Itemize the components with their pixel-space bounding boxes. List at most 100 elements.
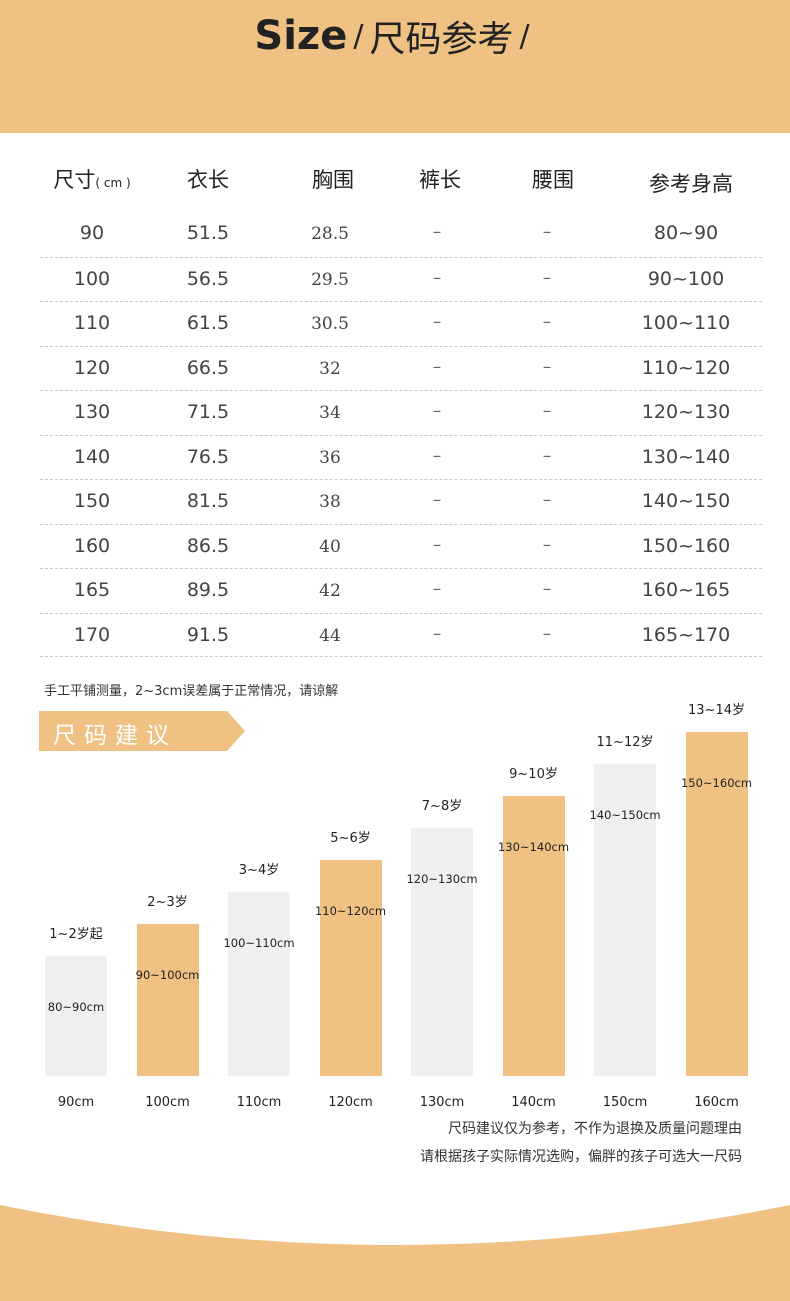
bar-range-label: 130~140cm xyxy=(497,840,570,854)
bar-size-label: 150cm xyxy=(602,1095,648,1110)
table-row: 120 66.5 32 – – 110~120 xyxy=(40,345,762,391)
cell-height: 120~130 xyxy=(641,401,731,423)
bar-age-label: 2~3岁 xyxy=(147,895,188,910)
cell-chest: 32 xyxy=(319,358,341,379)
header-pants: 裤长 xyxy=(419,168,461,192)
title-trailing-slash: / xyxy=(519,18,530,54)
header-waist: 腰围 xyxy=(532,168,574,192)
advice-tag: 尺码建议 xyxy=(39,711,245,751)
cell-size: 110 xyxy=(73,312,111,334)
cell-waist: – xyxy=(542,490,552,510)
table-row: 160 86.5 40 – – 150~160 xyxy=(40,523,762,569)
cell-chest: 30.5 xyxy=(311,314,349,334)
title-chinese: 尺码参考 xyxy=(369,19,514,60)
cell-size: 170 xyxy=(73,623,111,646)
cell-waist: – xyxy=(542,623,552,644)
advice-note-line-1: 尺码建议仅为参考，不作为退换及质量问题理由 xyxy=(448,1121,742,1137)
cell-chest: 42 xyxy=(319,581,341,601)
title-english: Size xyxy=(254,13,348,59)
bar-range-label: 140~150cm xyxy=(589,808,661,822)
cell-pants: – xyxy=(432,445,442,466)
cell-length: 61.5 xyxy=(186,312,230,334)
cell-size: 150 xyxy=(73,490,111,512)
cell-chest: 29.5 xyxy=(311,269,349,290)
advice-tag-label: 尺码建议 xyxy=(53,723,177,749)
table-row: 150 81.5 38 – – 140~150 xyxy=(40,479,762,524)
bar-size-label: 160cm xyxy=(694,1095,739,1110)
title-slash: / xyxy=(353,18,364,54)
cell-pants: – xyxy=(432,623,442,644)
bar-age-label: 11~12岁 xyxy=(596,735,654,750)
cell-height: 90~100 xyxy=(647,267,725,290)
bar-age-label: 7~8岁 xyxy=(421,799,463,814)
cell-height: 140~150 xyxy=(641,490,731,512)
page-title: Size / 尺码参考 / xyxy=(0,10,790,62)
table-header: 尺寸( cm ) 衣长 胸围 裤长 腰围 参考身高 xyxy=(40,150,762,212)
cell-waist: – xyxy=(542,267,552,288)
cell-size: 165 xyxy=(73,579,111,601)
bar-size-label: 140cm xyxy=(511,1095,556,1110)
table-row: 165 89.5 42 – – 160~165 xyxy=(40,568,762,613)
table-row: 170 91.5 44 – – 165~170 xyxy=(40,612,762,657)
cell-length: 89.5 xyxy=(186,579,230,601)
chart-bar xyxy=(319,860,382,1076)
cell-waist: – xyxy=(542,222,552,242)
bar-age-label: 9~10岁 xyxy=(509,767,558,782)
cell-height: 110~120 xyxy=(641,356,731,379)
size-table: 尺寸( cm ) 衣长 胸围 裤长 腰围 参考身高 90 51.5 28.5 – – 80… xyxy=(40,150,762,657)
header-length: 衣长 xyxy=(187,168,229,192)
bar-size-label: 130cm xyxy=(419,1095,465,1110)
cell-height: 150~160 xyxy=(641,534,731,557)
header-banner xyxy=(0,0,790,133)
chart-bar xyxy=(411,828,473,1076)
cell-length: 76.5 xyxy=(186,445,230,468)
cell-chest: 36 xyxy=(319,447,341,468)
cell-length: 81.5 xyxy=(186,490,230,512)
advice-note: 尺码建议仅为参考，不作为退换及质量问题理由 请根据孩子实际情况选购，偏胖的孩子可… xyxy=(420,1115,742,1171)
cell-size: 120 xyxy=(73,356,111,379)
cell-pants: – xyxy=(432,222,442,242)
table-row: 140 76.5 36 – – 130~140 xyxy=(40,434,762,480)
bar-range-label: 100~110cm xyxy=(223,936,295,950)
cell-waist: – xyxy=(542,356,552,377)
bar-size-label: 110cm xyxy=(236,1095,282,1110)
cell-pants: – xyxy=(432,356,442,377)
cell-size: 90 xyxy=(79,222,105,244)
table-body: 90 51.5 28.5 – – 80~90 100 56.5 29.5 – – 90~100 110 6… xyxy=(40,212,762,657)
chart-bar xyxy=(45,956,107,1076)
cell-pants: – xyxy=(432,490,442,510)
chart-bar xyxy=(594,764,656,1076)
bar-age-label: 5~6岁 xyxy=(330,831,371,846)
cell-height: 80~90 xyxy=(653,222,719,244)
table-row: 100 56.5 29.5 – – 90~100 xyxy=(40,256,762,302)
cell-size: 140 xyxy=(73,445,111,468)
cell-waist: – xyxy=(542,401,552,421)
cell-chest: 34 xyxy=(319,403,341,423)
header-height: 参考身高 xyxy=(649,172,733,196)
bar-range-label: 120~130cm xyxy=(406,872,478,886)
cell-height: 165~170 xyxy=(641,623,731,646)
tag-shape xyxy=(39,711,245,751)
cell-chest: 44 xyxy=(319,625,341,646)
cell-length: 51.5 xyxy=(186,222,230,244)
chart-bar xyxy=(228,892,290,1076)
bar-range-label: 110~120cm xyxy=(314,904,387,918)
cell-chest: 28.5 xyxy=(311,224,349,244)
header-chest: 胸围 xyxy=(312,168,354,192)
cell-height: 100~110 xyxy=(641,312,731,334)
cell-pants: – xyxy=(432,312,442,332)
bar-size-label: 100cm xyxy=(145,1095,190,1110)
bar-age-label: 1~2岁起 xyxy=(49,927,103,942)
bar-size-label: 90cm xyxy=(57,1095,95,1110)
chart-bar xyxy=(136,924,199,1076)
cell-size: 130 xyxy=(73,401,111,423)
measure-note: 手工平铺测量，2~3cm误差属于正常情况，请谅解 xyxy=(44,684,339,699)
cell-size: 160 xyxy=(73,534,111,557)
cell-waist: – xyxy=(542,445,552,466)
bar-age-label: 3~4岁 xyxy=(238,863,280,878)
cell-length: 71.5 xyxy=(186,401,230,423)
bar-range-label: 80~90cm xyxy=(47,1000,105,1014)
table-row: 90 51.5 28.5 – – 80~90 xyxy=(40,212,762,257)
table-row: 130 71.5 34 – – 120~130 xyxy=(40,390,762,435)
chart-bar xyxy=(502,796,565,1076)
